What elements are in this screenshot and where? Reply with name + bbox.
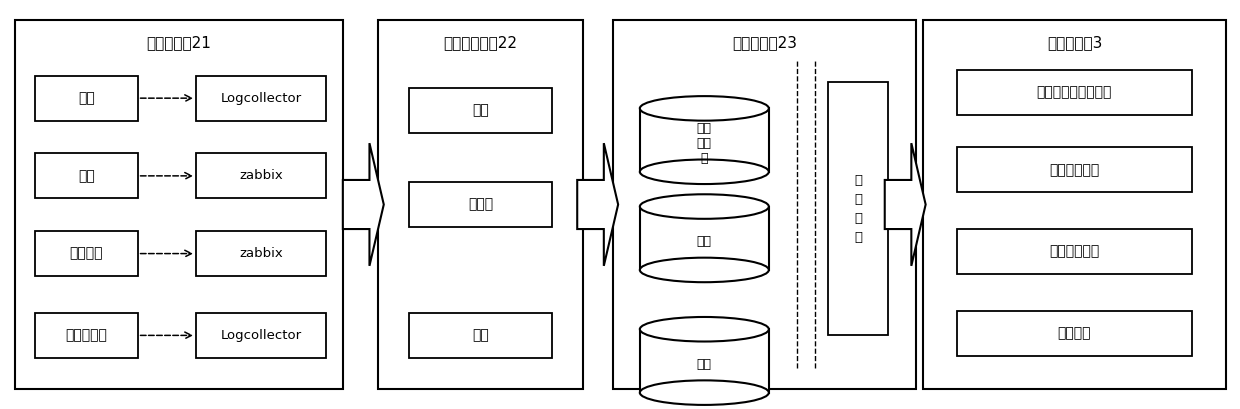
Polygon shape — [885, 143, 925, 266]
Bar — [35, 313, 138, 358]
Text: Logcollector: Logcollector — [221, 329, 301, 342]
Bar — [957, 70, 1193, 115]
Text: zabbix: zabbix — [239, 247, 283, 260]
Bar — [828, 82, 888, 335]
Bar — [409, 182, 552, 227]
Text: 数据采集层21: 数据采集层21 — [146, 36, 212, 50]
Bar — [15, 20, 343, 389]
Polygon shape — [342, 143, 384, 266]
Bar — [196, 76, 326, 121]
Text: 聚合: 聚合 — [697, 357, 712, 371]
Bar — [640, 329, 769, 393]
Text: 智能根因分析: 智能根因分析 — [1049, 245, 1100, 258]
Text: 网络流量: 网络流量 — [69, 247, 103, 261]
Text: zabbix: zabbix — [239, 169, 283, 182]
Bar — [957, 311, 1193, 356]
Text: 安全分析: 安全分析 — [1058, 326, 1091, 340]
Text: Logcollector: Logcollector — [221, 92, 301, 105]
Bar — [35, 76, 138, 121]
Bar — [957, 147, 1193, 192]
Bar — [35, 231, 138, 276]
Bar — [957, 229, 1193, 274]
Text: 算
法
引
擎: 算 法 引 擎 — [854, 173, 862, 244]
Text: 关联: 关联 — [472, 328, 489, 342]
Text: 场景应用层3: 场景应用层3 — [1047, 36, 1102, 50]
Ellipse shape — [640, 96, 769, 121]
Text: 解析与处理层22: 解析与处理层22 — [444, 36, 517, 50]
Bar — [613, 20, 916, 389]
Bar — [409, 313, 552, 358]
Bar — [640, 207, 769, 270]
Ellipse shape — [640, 380, 769, 405]
Bar — [640, 108, 769, 172]
Ellipse shape — [640, 258, 769, 282]
Ellipse shape — [640, 194, 769, 219]
Bar — [35, 153, 138, 198]
Bar — [378, 20, 583, 389]
Bar — [196, 231, 326, 276]
Text: 挖掘: 挖掘 — [697, 235, 712, 248]
Text: 第三方系统: 第三方系统 — [66, 328, 107, 342]
Text: 存储分析层23: 存储分析层23 — [732, 36, 797, 50]
Text: 智能异常检测: 智能异常检测 — [1049, 163, 1100, 177]
Text: 解析: 解析 — [472, 103, 489, 117]
Ellipse shape — [640, 160, 769, 184]
Text: 分布
式存
储: 分布 式存 储 — [697, 122, 712, 165]
Bar — [409, 88, 552, 133]
Text: 日志: 日志 — [78, 91, 94, 105]
Ellipse shape — [640, 317, 769, 342]
Text: 数据库性能智能诊断: 数据库性能智能诊断 — [1037, 85, 1112, 99]
Bar — [196, 153, 326, 198]
Text: 标准化: 标准化 — [467, 198, 494, 211]
Polygon shape — [577, 143, 618, 266]
Bar — [923, 20, 1226, 389]
Bar — [196, 313, 326, 358]
Text: 指标: 指标 — [78, 169, 94, 183]
